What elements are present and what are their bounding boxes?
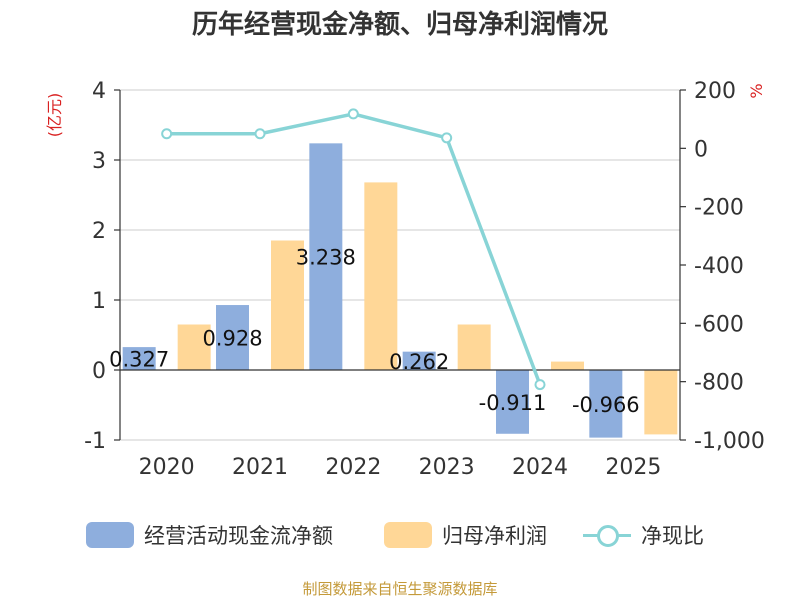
left-tick-label-1: 0 xyxy=(92,359,106,384)
data-label-operating-cash-flow-2020: 0.327 xyxy=(109,348,169,372)
point-cash-ratio-2024 xyxy=(534,379,546,391)
right-tick-label-5: -800 xyxy=(694,371,744,396)
legend-swatch-net-profit xyxy=(384,522,432,548)
bar-operating-cash-flow-2020 xyxy=(122,347,156,370)
x-tick-label-2022: 2022 xyxy=(325,455,381,480)
bar-net-profit-2022 xyxy=(364,182,398,370)
left-tick-label-2: 1 xyxy=(92,289,106,314)
bar-net-profit-2023 xyxy=(457,324,491,370)
right-axis-unit-label: % xyxy=(747,83,766,98)
legend-swatch-operating-cash-flow xyxy=(86,522,134,548)
right-tick-label-2: -200 xyxy=(694,196,744,221)
point-cash-ratio-2023 xyxy=(441,132,453,144)
bar-net-profit-2024 xyxy=(551,361,584,370)
x-tick-label-2024: 2024 xyxy=(512,455,568,480)
bar-net-profit-2025 xyxy=(644,370,678,435)
x-tick-label-2021: 2021 xyxy=(232,455,288,480)
left-tick-label-4: 3 xyxy=(92,149,106,174)
legend-item-operating-cash-flow[interactable]: 经营活动现金流净额 xyxy=(86,517,333,553)
right-tick-label-1: 0 xyxy=(694,137,708,162)
point-cash-ratio-2020 xyxy=(161,128,173,140)
point-cash-ratio-2022 xyxy=(347,108,359,120)
legend-label-net-profit: 归母净利润 xyxy=(442,524,547,548)
chart-legend: 经营活动现金流净额 归母净利润 净现比 xyxy=(0,517,800,553)
data-label-operating-cash-flow-2025: -0.966 xyxy=(572,393,640,417)
x-tick-label-2023: 2023 xyxy=(419,455,475,480)
right-tick-label-0: 200 xyxy=(694,79,736,104)
right-tick-label-3: -400 xyxy=(694,254,744,279)
bar-operating-cash-flow-2025 xyxy=(589,370,623,438)
right-tick-label-6: -1,000 xyxy=(694,429,765,454)
chart-plot: -1 0 1 2 3 4 200 0 -200 -400 -600 -800 -1,000 (亿元)% 20… xyxy=(45,79,766,480)
left-axis-unit-label: (亿元) xyxy=(45,93,64,138)
left-tick-label-3: 2 xyxy=(92,219,106,244)
point-cash-ratio-2021 xyxy=(254,128,266,140)
bar-operating-cash-flow-2023 xyxy=(402,351,436,370)
x-tick-label-2020: 2020 xyxy=(139,455,195,480)
x-tick-label-2025: 2025 xyxy=(605,455,661,480)
data-source-note: 制图数据来自恒生聚源数据库 xyxy=(302,580,498,598)
bar-operating-cash-flow-2022 xyxy=(309,143,343,370)
bar-operating-cash-flow-2024 xyxy=(496,370,529,434)
legend-line-cash-ratio-icon xyxy=(583,522,631,548)
bar-operating-cash-flow-2021 xyxy=(216,305,249,370)
legend-item-cash-ratio[interactable]: 净现比 xyxy=(583,517,704,553)
data-label-operating-cash-flow-2022: 3.238 xyxy=(296,246,356,270)
left-tick-label-0: -1 xyxy=(84,429,106,454)
bar-net-profit-2021 xyxy=(271,240,304,370)
data-label-operating-cash-flow-2024: -0.911 xyxy=(479,391,547,415)
data-label-operating-cash-flow-2021: 0.928 xyxy=(202,327,262,351)
right-tick-label-4: -600 xyxy=(694,312,744,337)
left-tick-label-5: 4 xyxy=(92,79,106,104)
legend-item-net-profit[interactable]: 归母净利润 xyxy=(384,517,547,553)
legend-label-cash-ratio: 净现比 xyxy=(641,524,704,548)
legend-label-operating-cash-flow: 经营活动现金流净额 xyxy=(144,524,333,548)
bar-net-profit-2020 xyxy=(177,324,211,370)
data-label-operating-cash-flow-2023: 0.262 xyxy=(389,350,449,374)
chart-title: 历年经营现金净额、归母净利润情况 xyxy=(191,10,608,40)
